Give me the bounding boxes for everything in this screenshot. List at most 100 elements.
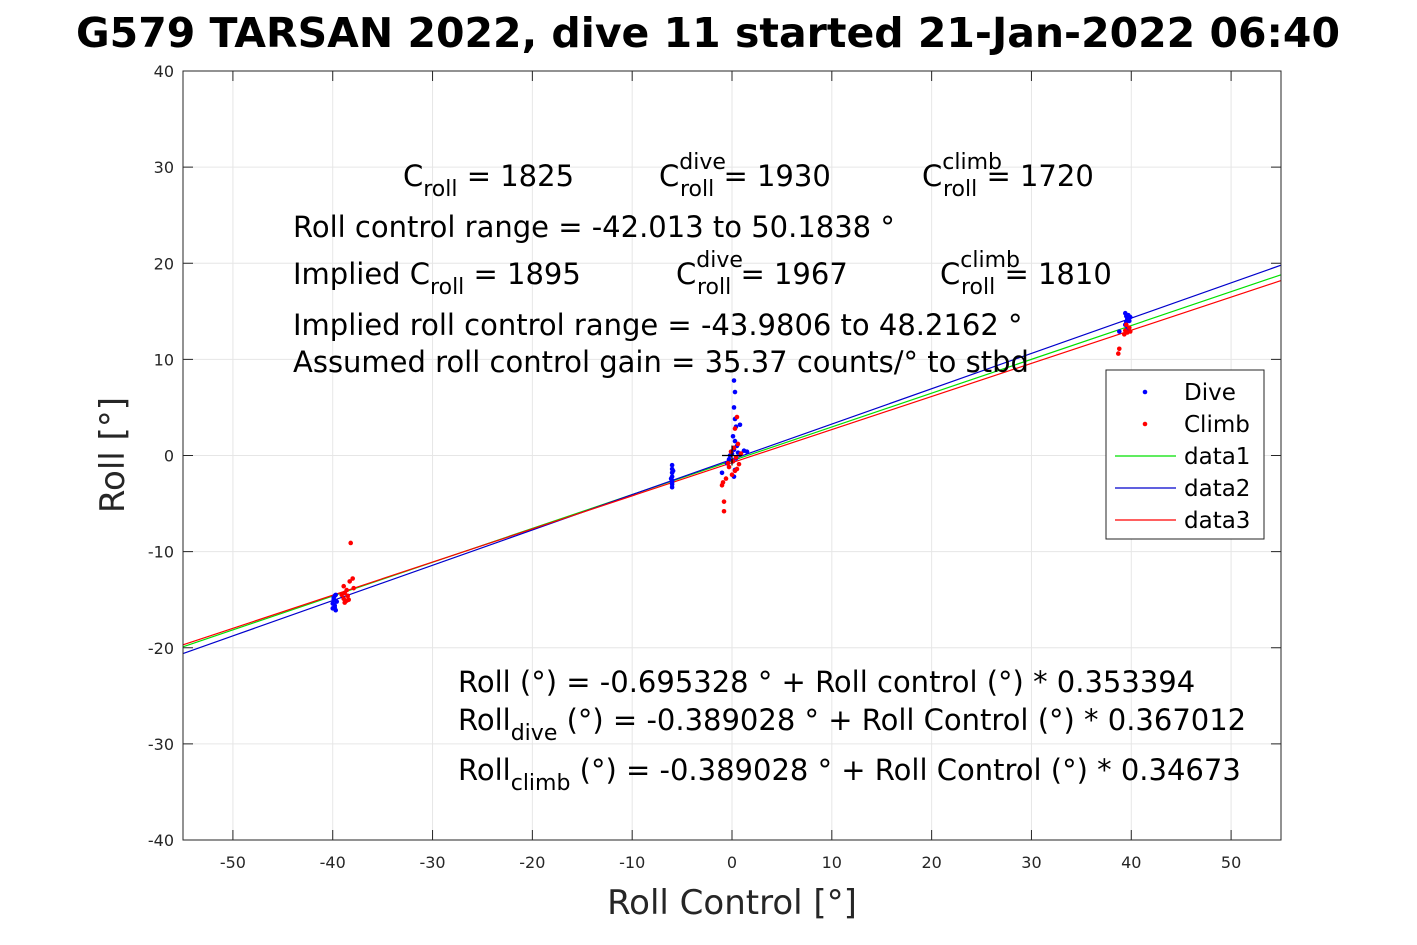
y-tick-label: -40	[148, 831, 174, 850]
x-tick-label: 20	[921, 853, 941, 872]
y-tick-label: 10	[154, 350, 174, 369]
point-climb	[339, 592, 345, 598]
point-climb	[342, 600, 348, 605]
point-dive	[668, 476, 674, 481]
point-dive	[744, 449, 750, 454]
point-dive	[730, 433, 736, 439]
legend-label-climb: Climb	[1184, 412, 1250, 438]
x-tick-label: 40	[1121, 853, 1141, 872]
point-climb	[725, 460, 731, 466]
point-climb	[350, 576, 355, 581]
point-dive	[732, 389, 738, 395]
point-climb	[348, 540, 353, 546]
legend-label-data3: data3	[1184, 508, 1250, 534]
origin-crosshair	[722, 445, 742, 466]
annotation-croll-dive-sub: roll = 1930	[680, 159, 831, 202]
annotation-implied-range: Implied roll control range = -43.9806 to…	[293, 308, 1023, 342]
point-climb	[1121, 332, 1127, 337]
point-climb	[346, 597, 351, 602]
annotation-implied-croll: Implied Croll = 1895	[293, 257, 581, 300]
axis-ticks: -50 -40 -30 -20 -10 0 10 20 30 40 50 -40 -30 -20 -10 0 1…	[148, 62, 1281, 872]
point-climb	[1116, 346, 1122, 352]
point-climb	[723, 476, 729, 481]
point-climb	[738, 451, 744, 456]
y-tick-label: 40	[154, 62, 174, 81]
point-climb	[736, 461, 742, 467]
x-axis-label: Roll Control [°]	[607, 883, 857, 923]
x-tick-label: -20	[519, 853, 545, 872]
legend-label-data2: data2	[1184, 476, 1250, 502]
x-tick-label: -10	[619, 853, 645, 872]
point-dive	[334, 599, 340, 604]
point-climb	[734, 466, 740, 472]
annotation-croll-climb-sub: roll = 1720	[943, 159, 1094, 202]
point-climb	[1115, 351, 1121, 356]
point-climb	[732, 426, 738, 431]
point-climb	[730, 458, 736, 464]
annotation-gain: Assumed roll control gain = 35.37 counts…	[293, 345, 1029, 379]
annotation-croll-climb: Cclimb	[922, 150, 1002, 193]
annotation-implied-dive: Cdive	[676, 248, 743, 291]
point-dive	[731, 378, 737, 383]
annotation-fit-climb: Rollclimb (°) = -0.389028 ° + Roll Contr…	[458, 753, 1241, 796]
annotation-implied-dive-sub: roll = 1967	[697, 257, 848, 300]
point-climb	[735, 441, 741, 447]
point-dive	[669, 462, 675, 468]
point-climb	[734, 414, 740, 420]
legend-label-data1: data1	[1184, 444, 1250, 470]
point-climb	[341, 583, 347, 589]
point-climb	[726, 464, 732, 470]
point-dive	[330, 606, 336, 611]
point-dive	[669, 480, 675, 485]
point-dive	[670, 468, 676, 474]
y-axis-label: Roll [°]	[93, 397, 133, 513]
point-climb	[347, 579, 352, 584]
chart-title: G579 TARSAN 2022, dive 11 started 21-Jan…	[76, 9, 1340, 57]
legend-box	[1105, 369, 1265, 540]
legend-marker-climb	[1142, 421, 1148, 427]
x-tick-label: 10	[822, 853, 842, 872]
x-tick-label: -40	[320, 853, 346, 872]
point-climb	[729, 472, 735, 478]
point-dive	[732, 438, 738, 444]
legend-items: Dive Climb data1 data2 data3	[1115, 380, 1250, 534]
point-climb	[731, 445, 737, 451]
annotation-croll-dive: Cdive	[659, 150, 726, 193]
point-dive	[726, 457, 732, 462]
annotation-implied-climb-sub: roll = 1810	[961, 257, 1112, 300]
y-tick-label: -10	[148, 543, 174, 562]
legend: Dive Climb data1 data2 data3	[1105, 369, 1265, 540]
y-tick-label: 30	[154, 158, 174, 177]
annotation-croll: Croll = 1825	[403, 159, 574, 202]
point-dive	[719, 470, 725, 476]
point-climb	[1123, 322, 1129, 328]
point-dive	[731, 405, 737, 410]
annotation-fit-dive: Rolldive (°) = -0.389028 ° + Roll Contro…	[458, 703, 1246, 746]
annotation-fit-all: Roll (°) = -0.695328 ° + Roll control (°…	[458, 665, 1195, 699]
point-climb	[1127, 329, 1133, 334]
point-climb	[721, 499, 727, 504]
point-dive	[1127, 314, 1133, 320]
point-climb	[1126, 325, 1132, 330]
point-climb	[351, 585, 356, 591]
point-dive	[333, 592, 339, 598]
annotation-control-range: Roll control range = -42.013 to 50.1838 …	[293, 210, 895, 244]
point-dive	[669, 484, 675, 490]
x-tick-label: -50	[220, 853, 246, 872]
point-climb	[1122, 328, 1128, 333]
point-dive	[737, 422, 743, 428]
point-climb	[728, 449, 734, 454]
legend-marker-dive	[1142, 389, 1148, 395]
x-tick-label: 30	[1021, 853, 1041, 872]
y-tick-label: -20	[148, 639, 174, 658]
point-climb	[721, 508, 727, 514]
point-climb	[719, 482, 725, 488]
x-tick-label: -30	[419, 853, 445, 872]
point-dive	[1116, 329, 1122, 334]
legend-label-dive: Dive	[1184, 380, 1236, 406]
point-climb	[733, 455, 739, 460]
y-tick-label: 0	[164, 447, 174, 466]
y-tick-label: 20	[154, 254, 174, 273]
point-climb	[345, 593, 351, 599]
